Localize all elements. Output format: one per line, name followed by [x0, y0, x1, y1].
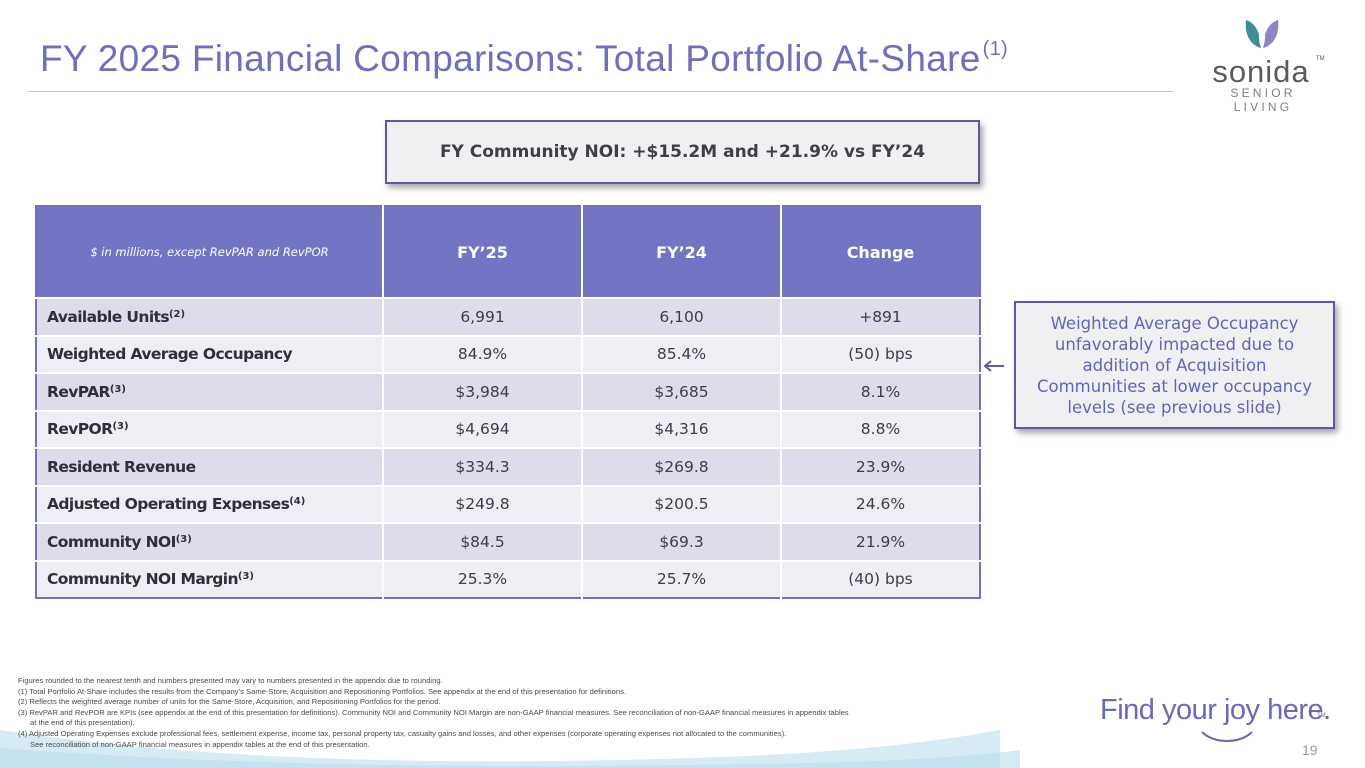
footnote-line: See reconciliation of non-GAAP financial… — [30, 739, 370, 749]
title-divider — [28, 91, 1173, 92]
footnote-line: (2) Reflects the weighted average number… — [18, 697, 441, 707]
table-row: Community NOI(3) $84.5 $69.3 21.9% — [36, 522, 980, 561]
row-label-footnote: (3) — [175, 533, 192, 545]
column-header-change: Change — [781, 206, 980, 298]
cell-change: 24.6% — [781, 484, 980, 523]
row-label: Community NOI(3) — [36, 522, 384, 561]
cell-fy24: $69.3 — [582, 522, 782, 561]
cell-change: 21.9% — [781, 522, 980, 561]
cell-fy24: 25.7% — [582, 559, 782, 598]
table-header-row: $ in millions, except RevPAR and RevPOR … — [36, 206, 980, 298]
company-logo: sonida TM SENIOR LIVING — [1195, 16, 1335, 114]
footnote-line: Figures rounded to the nearest tenth and… — [18, 676, 443, 685]
slide-title: FY 2025 Financial Comparisons: Total Por… — [40, 38, 1008, 80]
cell-fy24: $269.8 — [582, 447, 782, 486]
page-number: 19 — [1302, 742, 1318, 758]
column-header-fy25: FY’25 — [383, 206, 583, 298]
cell-change: (50) bps — [781, 334, 980, 373]
logo-wordmark: sonida — [1212, 54, 1310, 89]
cell-fy25: $4,694 — [383, 409, 583, 448]
cell-fy25: 84.9% — [383, 334, 583, 373]
cell-fy25: $3,984 — [383, 372, 583, 411]
footnote-line: at the end of this presentation). — [30, 718, 135, 728]
row-label-footnote: (3) — [109, 383, 126, 395]
row-label: Community NOI Margin(3) — [36, 559, 384, 598]
occupancy-note-callout: Weighted Average Occupancy unfavorably i… — [1014, 301, 1335, 429]
cell-fy24: $200.5 — [582, 484, 782, 523]
table-row: Available Units(2) 6,991 6,100 +891 — [36, 297, 980, 336]
cell-fy25: $334.3 — [383, 447, 583, 486]
table-row: Adjusted Operating Expenses(4) $249.8 $2… — [36, 484, 980, 523]
row-label-text: Community NOI — [47, 532, 176, 551]
cell-change: 8.8% — [781, 409, 980, 448]
tagline-trademark: TM — [1317, 713, 1326, 719]
row-label-text: Available Units — [47, 307, 170, 326]
arrow-left-icon — [983, 360, 1004, 372]
row-label: RevPOR(3) — [36, 409, 384, 448]
units-note: $ in millions, except RevPAR and RevPOR — [36, 206, 384, 298]
cell-fy25: $84.5 — [383, 522, 583, 561]
cell-change: 23.9% — [781, 447, 980, 486]
tagline: Find your joy here. — [1100, 694, 1331, 726]
row-label-text: RevPAR — [47, 382, 110, 401]
row-label: Resident Revenue — [36, 447, 384, 486]
decorative-wave — [0, 730, 1020, 768]
cell-change: +891 — [781, 297, 980, 336]
row-label: RevPAR(3) — [36, 372, 384, 411]
title-footnote-marker: (1) — [982, 38, 1008, 60]
noi-summary-text: FY Community NOI: +$15.2M and +21.9% vs … — [439, 142, 926, 162]
row-label: Available Units(2) — [36, 297, 384, 336]
row-label-footnote: (3) — [237, 571, 255, 583]
noi-summary-callout: FY Community NOI: +$15.2M and +21.9% vs … — [385, 120, 980, 184]
footnote-line: (4) Adjusted Operating Expenses exclude … — [18, 728, 787, 738]
cell-fy24: 85.4% — [582, 334, 782, 373]
column-header-fy24: FY’24 — [582, 206, 782, 298]
logo-subtitle: SENIOR LIVING — [1230, 86, 1296, 114]
cell-fy24: $3,685 — [582, 372, 782, 411]
cell-change: (40) bps — [781, 559, 980, 598]
occupancy-note-text: Weighted Average Occupancy unfavorably i… — [1036, 313, 1313, 417]
row-label-text: Community NOI Margin — [47, 570, 239, 589]
table-row: Community NOI Margin(3) 25.3% 25.7% (40)… — [36, 559, 980, 598]
logo-trademark: TM — [1316, 56, 1325, 62]
row-label-text: Weighted Average Occupancy — [47, 345, 293, 364]
table-row: RevPAR(3) $3,984 $3,685 8.1% — [36, 372, 980, 411]
footnotes: Figures rounded to the nearest tenth and… — [18, 676, 1018, 750]
cell-fy25: 25.3% — [383, 559, 583, 598]
row-label-footnote: (2) — [168, 308, 186, 320]
row-label-footnote: (4) — [289, 496, 306, 508]
butterfly-icon — [1245, 20, 1279, 48]
table-row: Resident Revenue $334.3 $269.8 23.9% — [36, 447, 980, 486]
footnote-line: (3) RevPAR and RevPOR are KPIs (see appe… — [18, 707, 849, 717]
cell-change: 8.1% — [781, 372, 980, 411]
row-label-text: Resident Revenue — [47, 457, 196, 476]
cell-fy24: $4,316 — [582, 409, 782, 448]
row-label: Adjusted Operating Expenses(4) — [36, 484, 384, 523]
cell-fy24: 6,100 — [582, 297, 782, 336]
table-row: RevPOR(3) $4,694 $4,316 8.8% — [36, 409, 980, 448]
smile-swoosh-icon — [1201, 731, 1253, 742]
footnote-line: (1) Total Portfolio At-Share includes th… — [18, 686, 626, 696]
row-label: Weighted Average Occupancy — [36, 334, 384, 373]
financial-comparison-table: $ in millions, except RevPAR and RevPOR … — [35, 205, 981, 599]
row-label-text: Adjusted Operating Expenses — [47, 495, 290, 514]
row-label-text: RevPOR — [47, 420, 113, 439]
slide-title-text: FY 2025 Financial Comparisons: Total Por… — [40, 38, 981, 79]
cell-fy25: $249.8 — [383, 484, 583, 523]
table-row: Weighted Average Occupancy 84.9% 85.4% (… — [36, 334, 980, 373]
cell-fy25: 6,991 — [383, 297, 583, 336]
row-label-footnote: (3) — [112, 421, 129, 433]
